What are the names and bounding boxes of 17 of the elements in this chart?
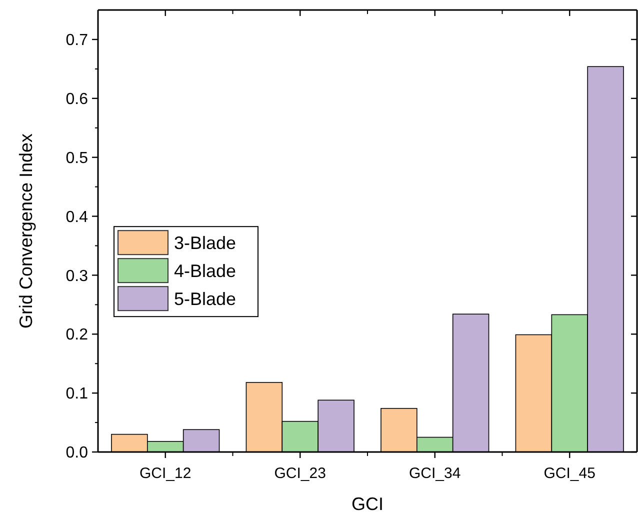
y-tick-label: 0.2 — [66, 326, 88, 344]
y-tick-label: 0.4 — [66, 208, 88, 226]
legend-label: 5-Blade — [174, 288, 236, 309]
x-tick-label: GCI_23 — [274, 465, 326, 482]
x-tick-label: GCI_34 — [409, 465, 461, 482]
x-tick-label: GCI_45 — [544, 465, 596, 482]
y-axis-title: Grid Convergence Index — [16, 133, 36, 329]
y-tick-label: 0.3 — [66, 268, 88, 285]
legend-label: 3-Blade — [174, 232, 236, 253]
y-tick-label: 0.7 — [66, 32, 88, 50]
legend-label: 4-Blade — [174, 260, 236, 281]
y-tick-label: 0.1 — [66, 386, 88, 403]
y-tick-label: 0.5 — [66, 150, 88, 167]
x-tick-label: GCI_12 — [140, 465, 192, 482]
x-axis-title: GCI — [351, 494, 384, 514]
y-tick-label: 0.0 — [66, 444, 88, 462]
y-tick-label: 0.6 — [66, 91, 88, 108]
